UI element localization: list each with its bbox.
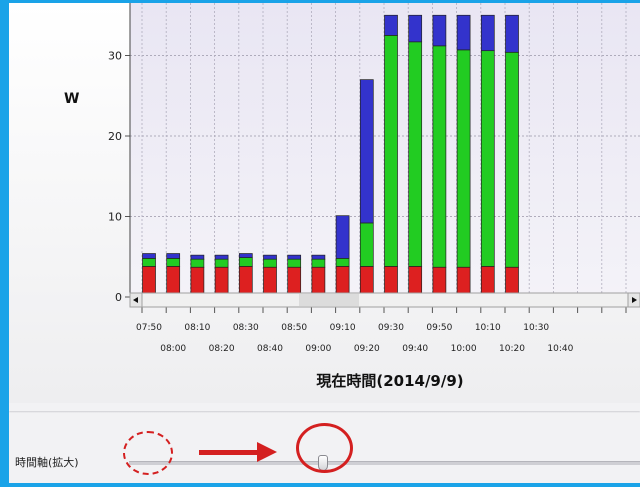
x-tick-label-upper: 08:50 — [281, 323, 307, 333]
x-tick-label-lower: 10:00 — [451, 344, 477, 354]
bar-segment — [311, 254, 326, 260]
bar-segment — [238, 257, 253, 267]
arrow-head-icon — [257, 442, 277, 462]
x-axis-label: 現在時間(2014/9/9) — [316, 372, 463, 390]
bar-segment — [190, 258, 205, 268]
bar-segment — [432, 14, 447, 47]
x-tick-label-upper: 09:10 — [330, 323, 356, 333]
bar-segment — [142, 253, 156, 259]
bar-segment — [384, 266, 398, 298]
bar-segment — [263, 258, 277, 268]
time-axis-slider-track[interactable] — [129, 461, 640, 465]
bar-segment — [384, 35, 398, 267]
bar-segment — [480, 14, 495, 52]
bar-segment — [142, 258, 156, 267]
bar-segment — [166, 253, 181, 259]
bar-segment — [166, 266, 181, 298]
bar-segment — [384, 14, 398, 36]
scroll-left-arrow-icon — [133, 297, 138, 303]
chart-panel: 0 10 20 30 07:50 08:10 08:30 08:50 09:10 09:30 09:… — [9, 3, 640, 403]
bar-segment — [287, 254, 302, 260]
scrollbar-track[interactable] — [129, 292, 640, 308]
bar-segment — [456, 49, 471, 268]
x-tick-label-lower: 10:20 — [499, 344, 525, 354]
bars — [142, 14, 519, 298]
grid-lines — [130, 3, 640, 298]
x-tick-label-lower: 09:40 — [402, 344, 428, 354]
bar-segment — [456, 14, 471, 51]
scrollbar-thumb[interactable] — [299, 294, 359, 306]
bar-segment — [408, 41, 423, 267]
current-position-circle — [296, 423, 353, 473]
scroll-right-arrow-icon — [632, 297, 637, 303]
bar-segment — [142, 266, 156, 298]
bar-segment — [166, 258, 181, 267]
bar-segment — [359, 266, 374, 298]
x-tick-label-lower: 09:00 — [305, 344, 331, 354]
x-tick-label-lower: 08:40 — [257, 344, 283, 354]
x-tick-label-upper: 07:50 — [136, 323, 162, 333]
bar-segment — [359, 79, 374, 224]
x-tick-label-upper: 10:30 — [523, 323, 549, 333]
bar-segment — [311, 258, 326, 268]
y-tick-label: 10 — [108, 211, 122, 224]
x-tick-label-upper: 10:10 — [475, 323, 501, 333]
bar-segment — [480, 266, 495, 298]
bar-segment — [190, 254, 205, 260]
power-chart: 0 10 20 30 07:50 08:10 08:30 08:50 09:10 09:30 09:… — [64, 3, 640, 390]
bar-segment — [214, 254, 229, 260]
bar-segment — [505, 51, 519, 268]
y-tick-label: 30 — [108, 50, 122, 63]
bar-segment — [335, 266, 350, 298]
bar-segment — [335, 258, 350, 267]
bar-segment — [359, 222, 374, 267]
x-tick-label-upper: 09:30 — [378, 323, 404, 333]
y-tick-label: 0 — [115, 291, 122, 304]
x-tick-label-lower: 10:40 — [547, 344, 573, 354]
previous-position-circle — [123, 431, 173, 475]
bar-segment — [335, 215, 350, 259]
bar-segment — [238, 253, 253, 258]
horizontal-scrollbar[interactable] — [129, 292, 640, 308]
divider — [9, 411, 640, 413]
bar-segment — [505, 14, 519, 53]
x-tick-label-upper: 08:30 — [233, 323, 259, 333]
bar-segment — [408, 14, 423, 43]
arrow-right-icon — [199, 450, 259, 455]
bar-segment — [263, 254, 277, 260]
time-axis-zoom-label: 時間軸(拡大) — [15, 456, 79, 469]
x-tick-label-lower: 08:20 — [209, 344, 235, 354]
bar-segment — [214, 258, 229, 268]
y-axis-label: W — [64, 91, 79, 107]
bar-segment — [480, 50, 495, 267]
bar-segment — [432, 45, 447, 268]
x-tick-label-lower: 09:20 — [354, 344, 380, 354]
x-tick-label-upper: 08:10 — [184, 323, 210, 333]
x-tick-label-lower: 08:00 — [160, 344, 186, 354]
bar-segment — [238, 266, 253, 298]
tick-labels: 0 10 20 30 07:50 08:10 08:30 08:50 09:10 09:30 09:… — [108, 50, 574, 355]
bar-segment — [408, 266, 423, 298]
y-tick-label: 20 — [108, 130, 122, 143]
x-tick-label-upper: 09:50 — [426, 323, 452, 333]
bar-segment — [287, 258, 302, 268]
